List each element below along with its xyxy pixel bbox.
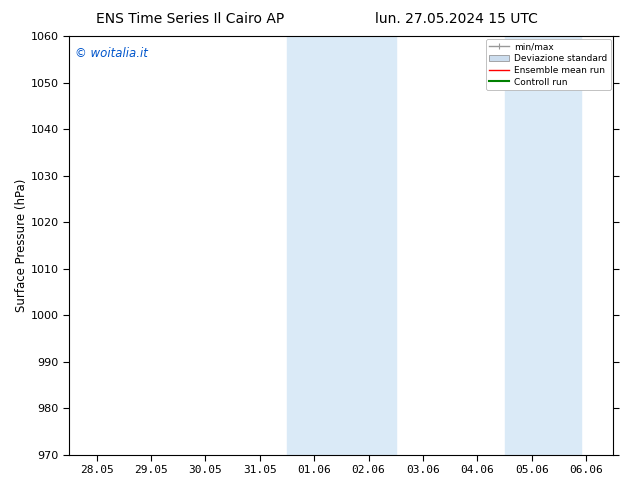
Y-axis label: Surface Pressure (hPa): Surface Pressure (hPa) bbox=[15, 179, 28, 312]
Legend: min/max, Deviazione standard, Ensemble mean run, Controll run: min/max, Deviazione standard, Ensemble m… bbox=[486, 39, 611, 90]
Text: ENS Time Series Il Cairo AP: ENS Time Series Il Cairo AP bbox=[96, 12, 284, 26]
Text: lun. 27.05.2024 15 UTC: lun. 27.05.2024 15 UTC bbox=[375, 12, 538, 26]
Bar bbox=[287, 36, 396, 455]
Bar bbox=[505, 36, 581, 455]
Text: © woitalia.it: © woitalia.it bbox=[75, 47, 148, 60]
